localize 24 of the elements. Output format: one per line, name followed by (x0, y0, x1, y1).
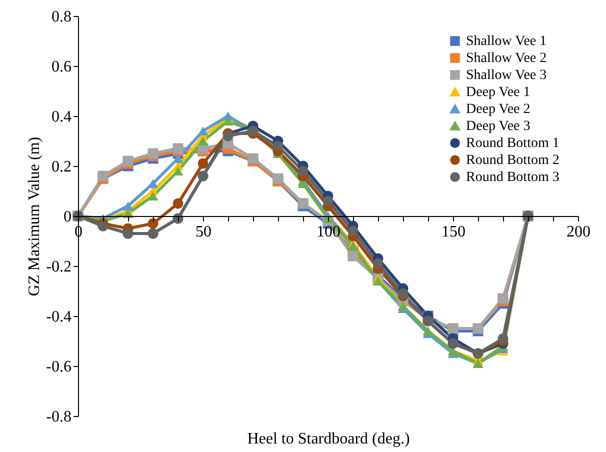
y-tick-label: 0.4 (52, 108, 72, 126)
y-tick-label: -0.2 (46, 258, 72, 276)
y-tick-label: -0.6 (46, 358, 72, 376)
y-tick-label: -0.4 (46, 308, 72, 326)
legend-label: Deep Vee 2 (466, 102, 530, 117)
legend-label: Round Bottom 3 (466, 170, 560, 185)
legend-label: Shallow Vee 3 (466, 68, 547, 83)
x-tick-label: 50 (196, 224, 212, 240)
y-tick-label: 0.8 (52, 8, 72, 26)
y-tick-label: 0.2 (52, 158, 72, 176)
legend-label: Deep Vee 3 (466, 119, 530, 134)
x-tick-label: 100 (316, 224, 340, 240)
y-axis-title: GZ Maximum Value (m) (26, 136, 44, 296)
legend-label: Deep Vee 1 (466, 85, 530, 100)
legend-label: Round Bottom 1 (466, 136, 560, 151)
y-tick-label: 0.6 (52, 58, 72, 76)
legend-label: Round Bottom 2 (466, 153, 560, 168)
legend-label: Shallow Vee 2 (466, 51, 547, 66)
x-tick-label: 200 (566, 224, 590, 240)
legend-label: Shallow Vee 1 (466, 34, 547, 49)
x-tick-label: 150 (442, 224, 466, 240)
y-tick-label: 0 (64, 208, 72, 226)
y-tick-label: -0.8 (46, 408, 72, 426)
x-axis-title: Heel to Stardboard (deg.) (247, 430, 410, 448)
